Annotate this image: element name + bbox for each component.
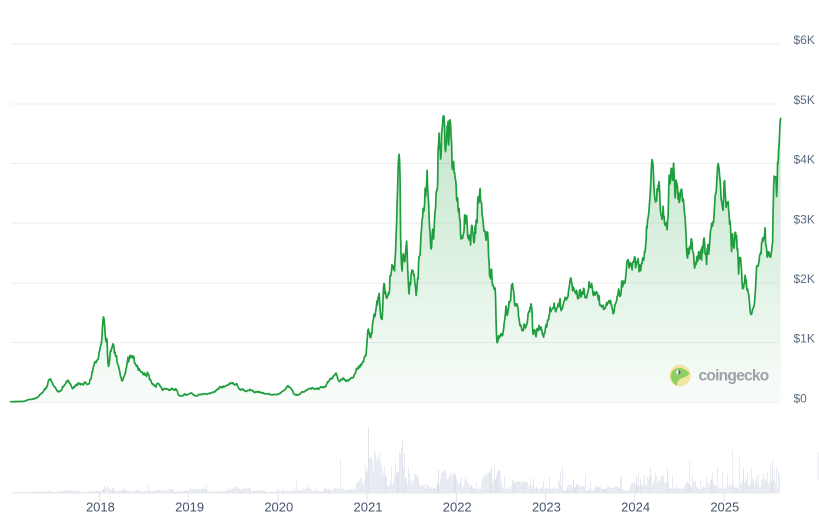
svg-text:$0: $0 [794,391,808,405]
svg-text:$6K: $6K [794,33,815,47]
svg-text:$2K: $2K [794,272,815,286]
svg-text:$1K: $1K [794,331,815,345]
svg-text:coingecko: coingecko [699,367,769,384]
svg-text:$4K: $4K [794,153,815,167]
svg-text:2022: 2022 [443,500,472,515]
svg-text:2021: 2021 [354,500,383,515]
svg-text:2023: 2023 [532,500,561,515]
svg-text:2018: 2018 [86,500,115,515]
svg-text:2019: 2019 [175,500,204,515]
svg-text:$5K: $5K [794,93,815,107]
svg-text:2025: 2025 [710,500,739,515]
svg-text:$3K: $3K [794,212,815,226]
svg-text:2020: 2020 [264,500,293,515]
svg-text:2024: 2024 [621,500,650,515]
